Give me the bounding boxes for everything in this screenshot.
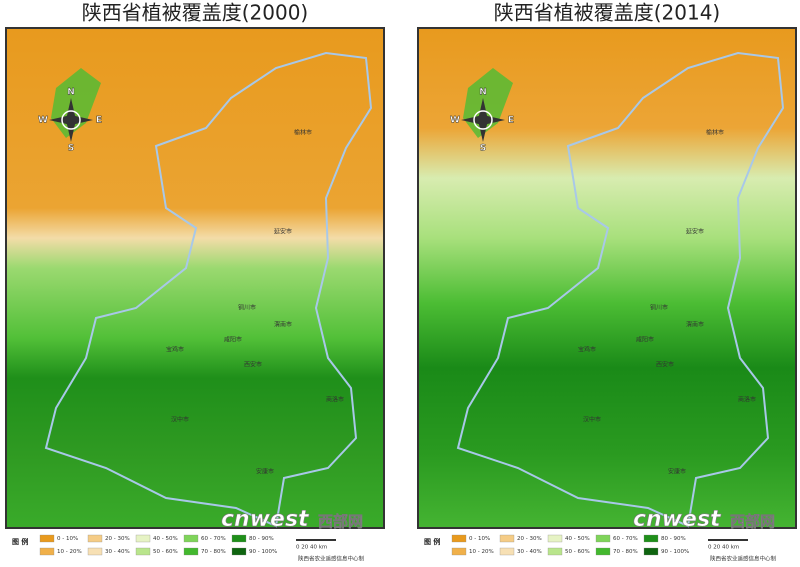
city-label: 宝鸡市 <box>166 346 184 354</box>
compass-star <box>461 115 505 125</box>
legend-swatch <box>135 547 151 556</box>
legend-swatch <box>451 547 467 556</box>
legend-label: 40 - 50% <box>153 536 178 542</box>
city-label: 汉中市 <box>171 416 189 424</box>
legend-label: 50 - 60% <box>153 549 178 555</box>
legend-label: 40 - 50% <box>565 536 590 542</box>
legend-label: 60 - 70% <box>201 536 226 542</box>
city-label: 西安市 <box>244 361 262 369</box>
compass-ring <box>473 110 493 130</box>
map-title: 陕西省植被覆盖度(2014) <box>494 1 721 25</box>
legend-swatch <box>87 534 103 543</box>
legend-label: 10 - 20% <box>57 549 82 555</box>
city-label: 商洛市 <box>738 396 756 404</box>
legend-swatch <box>499 547 515 556</box>
city-label: 宝鸡市 <box>578 346 596 354</box>
city-label: 商洛市 <box>326 396 344 404</box>
city-label: 延安市 <box>686 228 704 236</box>
scale-label: 0 20 40 km <box>708 545 739 551</box>
city-label: 铜川市 <box>650 304 668 312</box>
map-title: 陕西省植被覆盖度(2000) <box>82 1 309 25</box>
legend-swatch <box>183 547 199 556</box>
legend-swatch <box>595 534 611 543</box>
legend: 图 例 0 - 10% 10 - 20% 20 - 30% 30 - 40% 40 - 5… <box>424 534 777 563</box>
city-label: 安康市 <box>256 468 274 476</box>
legend-title: 图 例 <box>12 537 28 546</box>
city-label: 安康市 <box>668 468 686 476</box>
legend-label: 80 - 90% <box>249 536 274 542</box>
city-label: 西安市 <box>656 361 674 369</box>
compass-label: E <box>96 116 102 126</box>
legend-title: 图 例 <box>424 537 440 546</box>
city-label: 咸阳市 <box>636 336 654 344</box>
legend-label: 70 - 80% <box>201 549 226 555</box>
compass-label: W <box>38 116 48 126</box>
legend-label: 20 - 30% <box>105 536 130 542</box>
compass-label: W <box>450 116 460 126</box>
compass-label: S <box>68 144 74 154</box>
watermark-brand: cnwest <box>221 507 310 532</box>
legend-label: 20 - 30% <box>517 536 542 542</box>
legend-swatch <box>643 534 659 543</box>
legend-label: 90 - 100% <box>661 549 689 555</box>
city-label: 渭南市 <box>274 321 292 329</box>
legend-label: 90 - 100% <box>249 549 277 555</box>
city-label: 延安市 <box>274 228 292 236</box>
compass-label: N <box>479 88 487 98</box>
compass-star <box>49 115 93 125</box>
compass-label: E <box>508 116 514 126</box>
watermark-site: 西部网 <box>318 513 363 531</box>
legend-swatch <box>39 547 55 556</box>
legend: 图 例 0 - 10% 10 - 20% 20 - 30% 30 - 40% 40 - 5… <box>12 534 365 563</box>
city-label: 汉中市 <box>583 416 601 424</box>
legend-swatch <box>451 534 467 543</box>
legend-swatch <box>547 534 563 543</box>
legend-label: 30 - 40% <box>105 549 130 555</box>
legend-swatch <box>39 534 55 543</box>
legend-label: 10 - 20% <box>469 549 494 555</box>
legend-swatch <box>547 547 563 556</box>
legend-label: 80 - 90% <box>661 536 686 542</box>
legend-label: 60 - 70% <box>613 536 638 542</box>
legend-swatch <box>231 534 247 543</box>
legend-swatch <box>135 534 151 543</box>
watermark-brand: cnwest <box>633 507 722 532</box>
legend-label: 70 - 80% <box>613 549 638 555</box>
credit: 陕西省农业遥感信息中心制 <box>298 555 365 563</box>
legend-swatch <box>643 547 659 556</box>
legend-label: 50 - 60% <box>565 549 590 555</box>
city-label: 咸阳市 <box>224 336 242 344</box>
legend-swatch <box>499 534 515 543</box>
compass-ring <box>61 110 81 130</box>
credit: 陕西省农业遥感信息中心制 <box>710 555 777 563</box>
province-boundary <box>44 51 373 528</box>
legend-swatch <box>595 547 611 556</box>
legend-label: 0 - 10% <box>469 536 490 542</box>
compass-label: N <box>67 88 75 98</box>
city-label: 榆林市 <box>294 129 312 137</box>
province-boundary <box>456 51 785 528</box>
city-label: 铜川市 <box>238 304 256 312</box>
watermark-site: 西部网 <box>730 513 775 531</box>
legend-label: 0 - 10% <box>57 536 78 542</box>
compass-label: S <box>480 144 486 154</box>
legend-swatch <box>231 547 247 556</box>
legend-label: 30 - 40% <box>517 549 542 555</box>
legend-swatch <box>87 547 103 556</box>
scale-label: 0 20 40 km <box>296 545 327 551</box>
legend-swatch <box>183 534 199 543</box>
city-label: 渭南市 <box>686 321 704 329</box>
city-label: 榆林市 <box>706 129 724 137</box>
